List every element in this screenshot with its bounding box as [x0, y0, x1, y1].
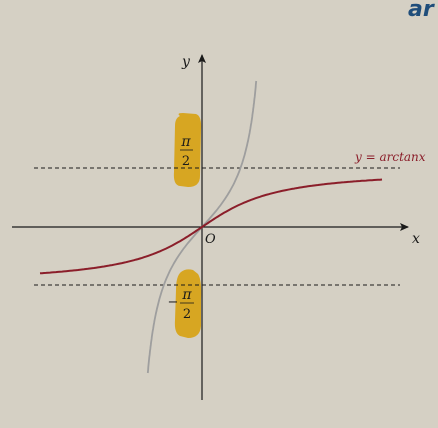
x-axis-label: x — [412, 231, 420, 247]
arctan-curve — [39, 178, 383, 275]
lower-highlight — [174, 269, 202, 338]
y-axis-label: y — [181, 54, 191, 70]
lower-asymptote-numerator: π — [181, 287, 192, 303]
lower-asymptote-denominator: 2 — [183, 307, 191, 322]
upper-asymptote-numerator: π — [180, 134, 191, 150]
lower-asymptote-sign: − — [168, 295, 179, 310]
origin-label: O — [205, 232, 216, 247]
arctan-curve-label: y = arctanx — [354, 150, 426, 164]
upper-asymptote-denominator: 2 — [182, 154, 190, 169]
corner-mark: ar — [408, 0, 435, 22]
